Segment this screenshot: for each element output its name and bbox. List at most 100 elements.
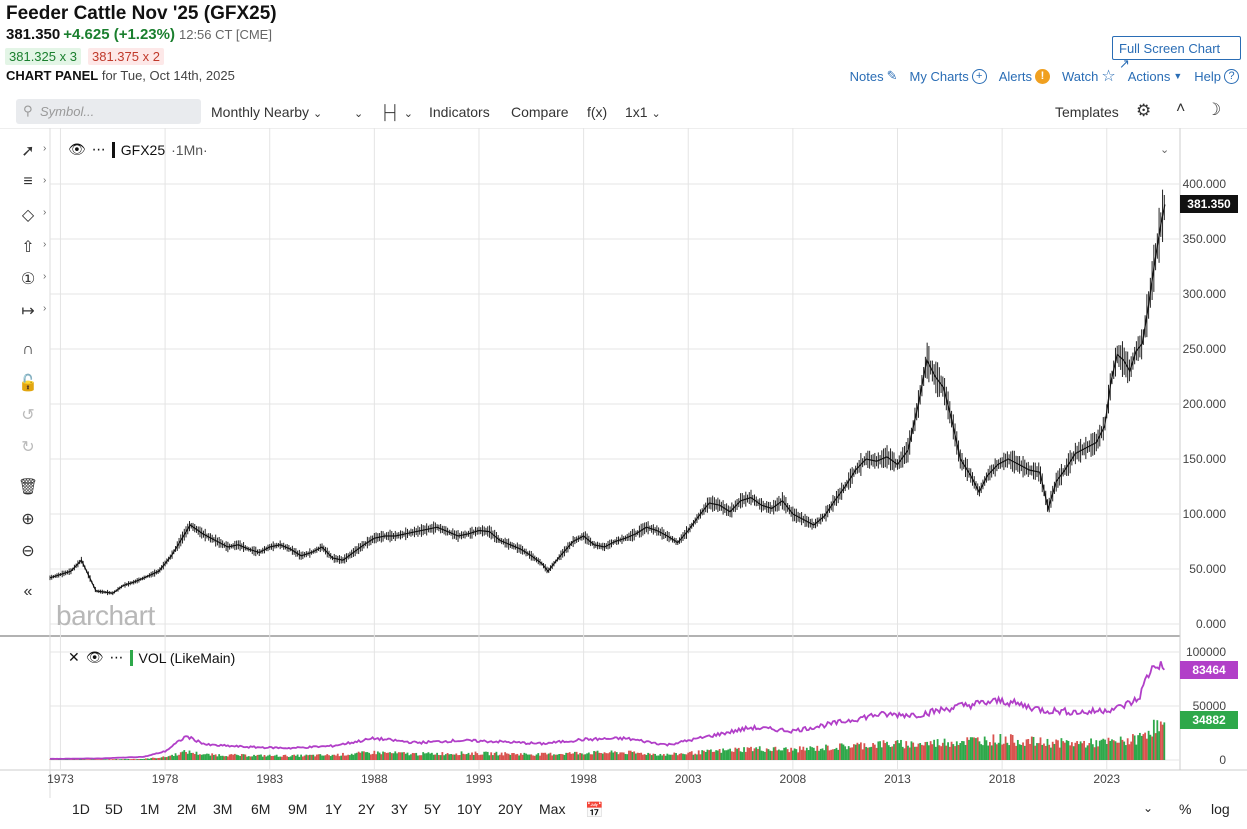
range-3m[interactable]: 3M bbox=[213, 801, 233, 817]
volume-ma-badge: 83464 bbox=[1180, 661, 1238, 679]
volume-bar bbox=[430, 752, 433, 760]
pane-chevron-down-icon[interactable]: ⌄ bbox=[1160, 144, 1170, 156]
range-10y[interactable]: 10Y bbox=[457, 801, 482, 817]
volume-bar bbox=[720, 752, 723, 760]
volume-bar bbox=[291, 755, 294, 760]
volume-bar bbox=[914, 746, 916, 760]
range-1d[interactable]: 1D bbox=[72, 801, 90, 817]
range-1m[interactable]: 1M bbox=[140, 801, 160, 817]
range-1y[interactable]: 1Y bbox=[325, 801, 343, 817]
full-screen-chart-button[interactable]: Full Screen Chart ↗ bbox=[1112, 36, 1241, 71]
zoom-in-button[interactable]: ⊕ bbox=[16, 509, 40, 531]
calendar-icon[interactable]: 📅 bbox=[585, 802, 604, 819]
more-icon[interactable]: ⋯ bbox=[109, 649, 124, 665]
trendline-tool[interactable]: ➚ › bbox=[16, 141, 46, 163]
volume-bar bbox=[572, 753, 575, 760]
volume-bar bbox=[847, 746, 850, 760]
collapse-sidebar-button[interactable]: « bbox=[16, 583, 40, 605]
eye-icon[interactable]: 👁 bbox=[68, 141, 86, 157]
collapse-up-icon[interactable]: ˄ bbox=[1176, 100, 1186, 117]
chart-type-menu[interactable]: ⌄ bbox=[354, 104, 363, 120]
volume-bar bbox=[804, 750, 806, 760]
bar-type-menu[interactable]: ├┤ ⌄ bbox=[380, 104, 413, 120]
volume-bar bbox=[539, 755, 541, 760]
volume-bar bbox=[903, 748, 906, 760]
shapes-tool[interactable]: ◇ › bbox=[16, 205, 47, 227]
volume-bar bbox=[429, 753, 432, 760]
range-5y[interactable]: 5Y bbox=[424, 801, 442, 817]
fibonacci-tool[interactable]: ≡ › bbox=[16, 173, 46, 195]
period-select[interactable]: Monthly Nearby ⌄ bbox=[211, 104, 322, 120]
volume-bar bbox=[317, 754, 320, 760]
volume-bar bbox=[680, 753, 683, 760]
volume-bar bbox=[793, 748, 796, 760]
redo-button[interactable]: ↻ bbox=[16, 437, 40, 459]
volume-bar bbox=[816, 745, 819, 760]
volume-bar bbox=[162, 756, 165, 760]
measure-tool[interactable]: ↦ › bbox=[16, 301, 46, 323]
indicators-button[interactable]: Indicators bbox=[429, 104, 490, 120]
price-tick-label: 200.000 bbox=[1183, 397, 1227, 411]
delete-button[interactable]: 🗑 bbox=[16, 477, 40, 499]
volume-bar bbox=[160, 757, 163, 760]
volume-bar bbox=[364, 752, 367, 760]
double-chevron-down-icon[interactable]: ⌄ bbox=[1143, 801, 1154, 815]
volume-bar bbox=[406, 752, 409, 760]
volume-bar bbox=[1159, 721, 1162, 760]
eye-icon[interactable]: 👁 bbox=[85, 649, 104, 665]
magnet-tool[interactable]: ∩ bbox=[16, 341, 40, 363]
dark-mode-icon[interactable]: ☽ bbox=[1206, 100, 1222, 119]
range-20y[interactable]: 20Y bbox=[498, 801, 523, 817]
volume-axis: 100000 50000 0 bbox=[1186, 645, 1226, 767]
volume-bar bbox=[1137, 735, 1140, 760]
symbol-search-input[interactable]: ⚲ Symbol... bbox=[16, 99, 201, 124]
notes-link[interactable]: Notes ✎ bbox=[850, 68, 898, 84]
volume-bar bbox=[551, 755, 554, 760]
percent-toggle[interactable]: % bbox=[1179, 801, 1192, 817]
range-5d[interactable]: 5D bbox=[105, 801, 123, 817]
volume-bar bbox=[115, 759, 118, 760]
volume-bar bbox=[436, 752, 439, 760]
templates-button[interactable]: Templates bbox=[1055, 104, 1119, 120]
lock-tool[interactable]: 🔓 bbox=[16, 373, 40, 395]
log-toggle[interactable]: log bbox=[1211, 801, 1230, 817]
volume-bar bbox=[734, 747, 737, 760]
volume-bar bbox=[422, 752, 425, 760]
watch-link[interactable]: Watch ☆ bbox=[1062, 66, 1116, 86]
compare-button[interactable]: Compare bbox=[511, 104, 569, 120]
volume-bar bbox=[980, 744, 983, 760]
help-link[interactable]: Help? bbox=[1194, 68, 1239, 84]
volume-bar bbox=[577, 754, 580, 760]
close-icon[interactable]: ✕ bbox=[68, 649, 80, 665]
volume-bar bbox=[730, 751, 733, 760]
layout-select[interactable]: 1x1 ⌄ bbox=[625, 104, 661, 120]
range-max[interactable]: Max bbox=[539, 801, 566, 817]
annotation-tool[interactable]: ① › bbox=[16, 269, 47, 291]
gear-icon[interactable]: ⚙ bbox=[1136, 101, 1152, 120]
range-9m[interactable]: 9M bbox=[288, 801, 308, 817]
volume-bar bbox=[584, 754, 587, 760]
volume-bar bbox=[778, 749, 780, 760]
alerts-link[interactable]: Alerts! bbox=[999, 68, 1050, 84]
volume-bar bbox=[976, 737, 979, 760]
volume-bar bbox=[223, 756, 226, 760]
undo-button[interactable]: ↺ bbox=[16, 405, 40, 427]
my-charts-link[interactable]: My Charts + bbox=[910, 68, 987, 84]
zoom-out-button[interactable]: ⊖ bbox=[16, 541, 40, 563]
volume-bar bbox=[1055, 739, 1058, 760]
volume-bar bbox=[1107, 737, 1110, 760]
range-6m[interactable]: 6M bbox=[251, 801, 271, 817]
volume-bar bbox=[308, 754, 311, 760]
range-3y[interactable]: 3Y bbox=[391, 801, 409, 817]
volume-bar bbox=[1102, 738, 1105, 760]
range-2y[interactable]: 2Y bbox=[358, 801, 376, 817]
actions-menu[interactable]: Actions ▼ bbox=[1128, 69, 1183, 84]
volume-bar bbox=[261, 756, 264, 760]
more-icon[interactable]: ⋯ bbox=[91, 141, 106, 157]
volume-bar bbox=[145, 758, 147, 760]
range-2m[interactable]: 2M bbox=[177, 801, 197, 817]
arrow-tool[interactable]: ⇧ › bbox=[16, 237, 46, 259]
chart-area[interactable]: 400.000 350.000 300.000 250.000 200.000 150.0… bbox=[0, 128, 1247, 798]
chevron-right-icon: › bbox=[43, 303, 47, 314]
function-button[interactable]: f(x) bbox=[587, 104, 608, 120]
